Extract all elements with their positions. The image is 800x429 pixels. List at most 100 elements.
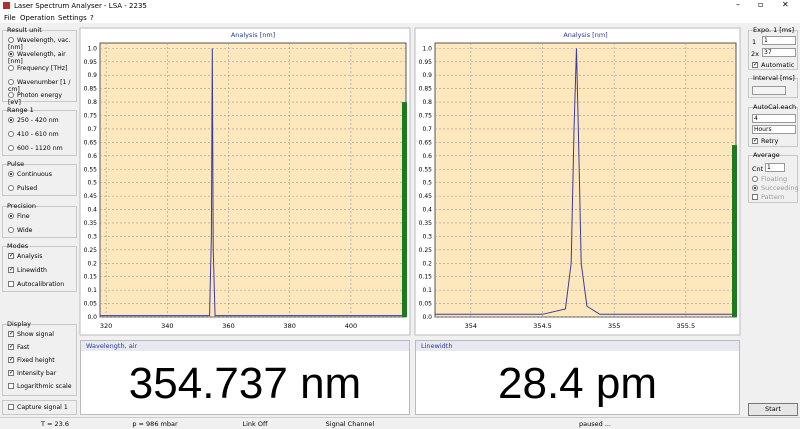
radio-option[interactable]: Fine: [8, 213, 30, 220]
autocal-field[interactable]: 4: [752, 114, 796, 123]
linewidth-value: 28.4 pm: [498, 359, 657, 408]
option-label: Intensity bar: [17, 370, 57, 377]
x-tick-label: 355.5: [677, 322, 696, 330]
y-tick-label: 0.4: [87, 207, 97, 214]
exposure-field[interactable]: 1: [762, 36, 796, 45]
checkbox[interactable]: Fixed height: [8, 357, 55, 364]
radio-option[interactable]: 410 - 610 nm: [8, 131, 59, 138]
y-tick-label: 0.2: [422, 260, 432, 267]
maximize-button[interactable]: ▫: [758, 0, 764, 9]
x-tick-label: 320: [100, 322, 112, 330]
option-label: Linewidth: [17, 267, 47, 274]
linewidth-display: Linewidth 28.4 pm: [415, 340, 740, 415]
status-field: paused ...: [578, 420, 611, 428]
option-label: Pattern: [761, 193, 785, 201]
y-tick-label: 0.9: [87, 72, 97, 79]
checkbox[interactable]: Automatic: [752, 61, 794, 69]
menu-item[interactable]: File: [4, 14, 16, 22]
group-title: Precision: [7, 202, 37, 210]
radio-option[interactable]: Wide: [8, 227, 32, 234]
option-label: Succeeding: [761, 184, 799, 192]
close-button[interactable]: ✕: [782, 0, 789, 9]
capture-group: Capture signal 1: [2, 400, 77, 415]
option-label: Continuous: [17, 171, 52, 178]
y-tick-label: 0.75: [419, 113, 433, 120]
average-count-field[interactable]: 1: [765, 163, 785, 172]
option-label: Fixed height: [17, 357, 55, 364]
radio-option[interactable]: Photon energy [eV]: [8, 92, 76, 106]
menu-item[interactable]: ?: [90, 14, 94, 22]
radio-option[interactable]: Floating: [752, 175, 787, 183]
y-tick-label: 0.05: [84, 301, 98, 308]
y-tick-label: 0.65: [84, 139, 98, 146]
y-tick-label: 0.5: [422, 180, 432, 187]
checkbox[interactable]: Analysis: [8, 253, 43, 260]
checkbox[interactable]: Intensity bar: [8, 370, 56, 377]
option-label: Fine: [17, 213, 30, 220]
checkbox[interactable]: Pattern: [752, 193, 784, 201]
y-tick-label: 0.7: [87, 126, 97, 133]
start-button[interactable]: Start: [748, 403, 798, 416]
option-label: Autocalibration: [17, 281, 65, 288]
group-title: Interval [ms]: [753, 74, 795, 82]
group-title: Expo. 1 [ms]: [753, 26, 795, 34]
interval-field[interactable]: [752, 86, 786, 95]
option-label: Frequency [THz]: [17, 65, 68, 72]
display-label: Wavelength, air: [86, 342, 138, 350]
y-tick-label: 0.35: [419, 220, 433, 227]
checkbox[interactable]: Linewidth: [8, 267, 47, 274]
radio-option[interactable]: Succeeding: [752, 184, 799, 192]
field-label: Cnt: [752, 165, 764, 173]
y-tick-label: 0.85: [419, 86, 433, 93]
group-title: Result unit: [7, 26, 42, 34]
checkbox[interactable]: Capture signal 1: [8, 404, 68, 411]
radio-option[interactable]: Frequency [THz]: [8, 65, 67, 72]
y-tick-label: 0.9: [422, 72, 432, 79]
field-label: 2x: [751, 50, 759, 58]
plot-area: [99, 42, 407, 318]
status-field: Link Off: [242, 420, 268, 428]
y-tick-label: 0.6: [87, 153, 97, 160]
y-tick-label: 0.8: [422, 99, 432, 106]
option-label: Show signal: [17, 331, 54, 338]
radio-option[interactable]: Wavelength, vac. [nm]: [8, 37, 76, 51]
status-field: T = 23.6: [40, 420, 70, 428]
exposure-field[interactable]: 37: [762, 48, 796, 57]
option-label: Capture signal 1: [17, 404, 68, 411]
checkbox[interactable]: Retry: [752, 137, 778, 145]
group-title: Display: [7, 320, 31, 328]
y-tick-label: 0.45: [419, 193, 433, 200]
y-tick-label: 0.95: [419, 59, 433, 66]
y-tick-label: 1.0: [422, 45, 432, 52]
menu-item[interactable]: Operation: [20, 14, 55, 22]
radio-option[interactable]: Pulsed: [8, 185, 37, 192]
radio-option[interactable]: 600 - 1120 nm: [8, 145, 63, 152]
option-label: Automatic: [761, 61, 795, 69]
radio-option[interactable]: Wavelength, air [nm]: [8, 51, 76, 65]
radio-option[interactable]: 250 - 420 nm: [8, 117, 59, 124]
y-tick-label: 0.15: [419, 274, 433, 281]
x-tick-label: 360: [222, 322, 234, 330]
y-tick-label: 0.3: [422, 233, 432, 240]
wavelength-value: 354.737 nm: [128, 359, 362, 408]
checkbox[interactable]: Fast: [8, 344, 29, 351]
y-tick-label: 0.5: [87, 180, 97, 187]
group-title: Range 1: [7, 106, 34, 114]
checkbox[interactable]: Logarithmic scale: [8, 383, 72, 390]
minimize-button[interactable]: –: [736, 0, 740, 9]
exposure-group: Expo. 1 [ms] 1 1 2x 37 Automatic: [748, 26, 798, 70]
option-label: Wavelength, vac. [nm]: [8, 37, 71, 51]
menu-item[interactable]: Settings: [58, 14, 87, 22]
checkbox[interactable]: Show signal: [8, 331, 54, 338]
y-tick-label: 0.75: [84, 113, 98, 120]
option-label: 250 - 420 nm: [17, 117, 59, 124]
checkbox[interactable]: Autocalibration: [8, 281, 64, 288]
autocal-unit-select[interactable]: Hours: [752, 125, 796, 134]
group-title: Modes: [7, 242, 29, 250]
radio-option[interactable]: Wavenumber [1 / cm]: [8, 79, 76, 93]
status-field: p = 986 mbar: [132, 420, 178, 428]
y-tick-label: 0.15: [84, 274, 98, 281]
radio-option[interactable]: Continuous: [8, 171, 52, 178]
y-tick-label: 0.25: [84, 247, 98, 254]
